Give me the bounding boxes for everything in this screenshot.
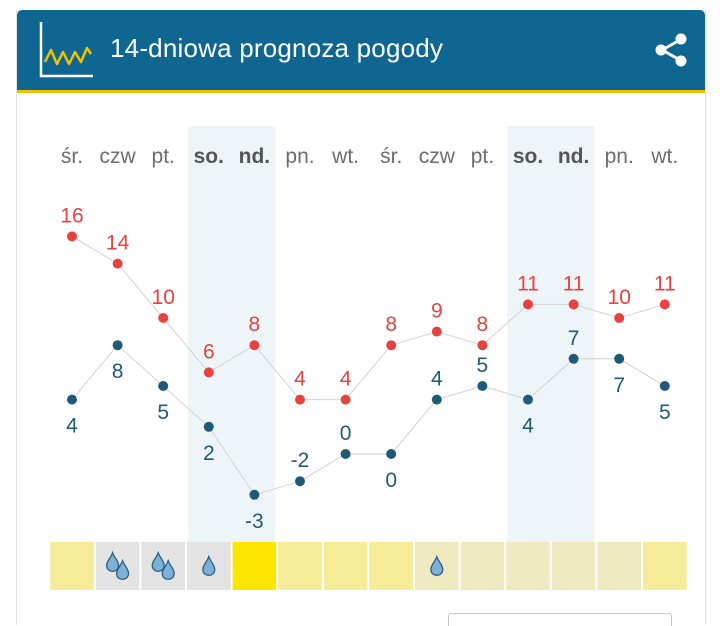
min-temp-label: 7	[613, 374, 625, 397]
max-temp-point	[295, 394, 305, 405]
day-label: pt.	[471, 145, 494, 168]
max-temp-point	[568, 299, 579, 310]
min-temp-label: 0	[340, 422, 352, 445]
max-temp-point	[203, 367, 214, 378]
max-temp-label: 9	[431, 300, 443, 323]
rain-drop-icon	[161, 558, 175, 581]
min-temp-point	[249, 489, 260, 500]
max-temp-label: 10	[152, 286, 175, 309]
day-label: so.	[194, 145, 224, 168]
day-label: czw	[419, 145, 456, 168]
day-label: śr.	[380, 145, 402, 168]
max-temp-label: 10	[608, 286, 631, 309]
day-label: pt.	[152, 145, 175, 168]
day-label: pn.	[285, 145, 314, 168]
max-temp-point	[158, 313, 169, 323]
condition-cell	[369, 542, 413, 590]
min-temp-label: 5	[477, 354, 489, 377]
min-temp-label: 7	[568, 327, 580, 350]
condition-cell	[323, 542, 368, 590]
min-temp-point	[295, 476, 305, 487]
day-label: wt.	[650, 145, 678, 168]
min-temp-label: -2	[291, 449, 310, 472]
day-label: śr.	[61, 145, 83, 168]
day-label: pn.	[605, 145, 634, 168]
day-label: so.	[513, 145, 543, 168]
rain-drop-icon	[105, 550, 120, 573]
max-temp-label: 4	[294, 368, 306, 391]
min-temp-label: 5	[157, 401, 169, 424]
min-temp-line	[71, 344, 666, 496]
min-temp-point	[523, 394, 533, 405]
min-temp-label: 8	[112, 360, 124, 383]
min-temp-point	[67, 394, 77, 405]
min-temp-label: 4	[66, 415, 78, 438]
condition-cell	[643, 542, 687, 590]
min-temp-point	[477, 381, 488, 391]
max-temp-line	[71, 235, 665, 401]
page-title: 14-dniowa prognoza pogody	[110, 33, 444, 63]
min-temp-label: 2	[203, 442, 215, 465]
max-temp-point	[67, 231, 77, 242]
max-temp-label: 11	[654, 272, 676, 295]
min-temp-label: 0	[385, 469, 397, 492]
max-temp-point	[112, 258, 123, 269]
min-temp-point	[203, 421, 214, 432]
max-temp-label: 11	[517, 272, 539, 295]
rain-drop-icon	[430, 554, 444, 577]
day-label: wt.	[331, 145, 359, 168]
share-icon[interactable]	[651, 30, 691, 70]
max-temp-label: 14	[106, 232, 130, 255]
card-header: 14-dniowa prognoza pogody	[17, 10, 705, 93]
min-temp-label: 4	[522, 415, 534, 438]
max-temp-label: 8	[385, 313, 397, 336]
condition-cell	[506, 542, 550, 590]
rain-drop-icon	[115, 558, 130, 581]
day-label: nd.	[239, 145, 271, 168]
weekend-band	[188, 126, 276, 542]
max-temp-point	[659, 299, 670, 310]
min-temp-label: 5	[659, 401, 671, 424]
max-temp-point	[431, 326, 442, 337]
max-temp-label: 4	[340, 368, 352, 391]
min-temp-point	[386, 449, 397, 459]
day-label: czw	[100, 145, 137, 168]
condition-cell	[50, 542, 94, 590]
condition-cell	[460, 542, 505, 590]
day-label: nd.	[558, 145, 590, 168]
max-temp-point	[340, 394, 351, 405]
line-chart-icon	[39, 22, 93, 78]
weekend-band	[507, 126, 595, 542]
min-temp-point	[431, 394, 442, 405]
max-temp-label: 16	[60, 204, 83, 227]
min-temp-label: -3	[245, 510, 264, 533]
min-temp-point	[158, 381, 169, 391]
max-temp-point	[249, 340, 260, 351]
condition-cell	[232, 542, 277, 590]
max-temp-point	[386, 340, 397, 351]
max-temp-label: 6	[203, 340, 215, 363]
condition-cell	[551, 542, 596, 590]
min-temp-point	[659, 381, 670, 391]
min-temp-label: 4	[431, 368, 443, 391]
next-section-edge	[448, 613, 672, 626]
condition-cell	[597, 542, 641, 590]
min-temp-point	[568, 353, 579, 364]
max-temp-point	[477, 340, 488, 351]
max-temp-label: 11	[563, 272, 585, 295]
min-temp-point	[340, 449, 351, 459]
max-temp-label: 8	[249, 313, 261, 336]
rain-drop-icon	[202, 554, 216, 577]
min-temp-point	[112, 340, 123, 351]
min-temp-point	[614, 353, 625, 364]
max-temp-label: 8	[477, 313, 489, 336]
rain-drop-icon	[151, 550, 165, 573]
max-temp-point	[523, 299, 533, 310]
max-temp-point	[614, 313, 625, 323]
condition-cell	[278, 542, 322, 590]
